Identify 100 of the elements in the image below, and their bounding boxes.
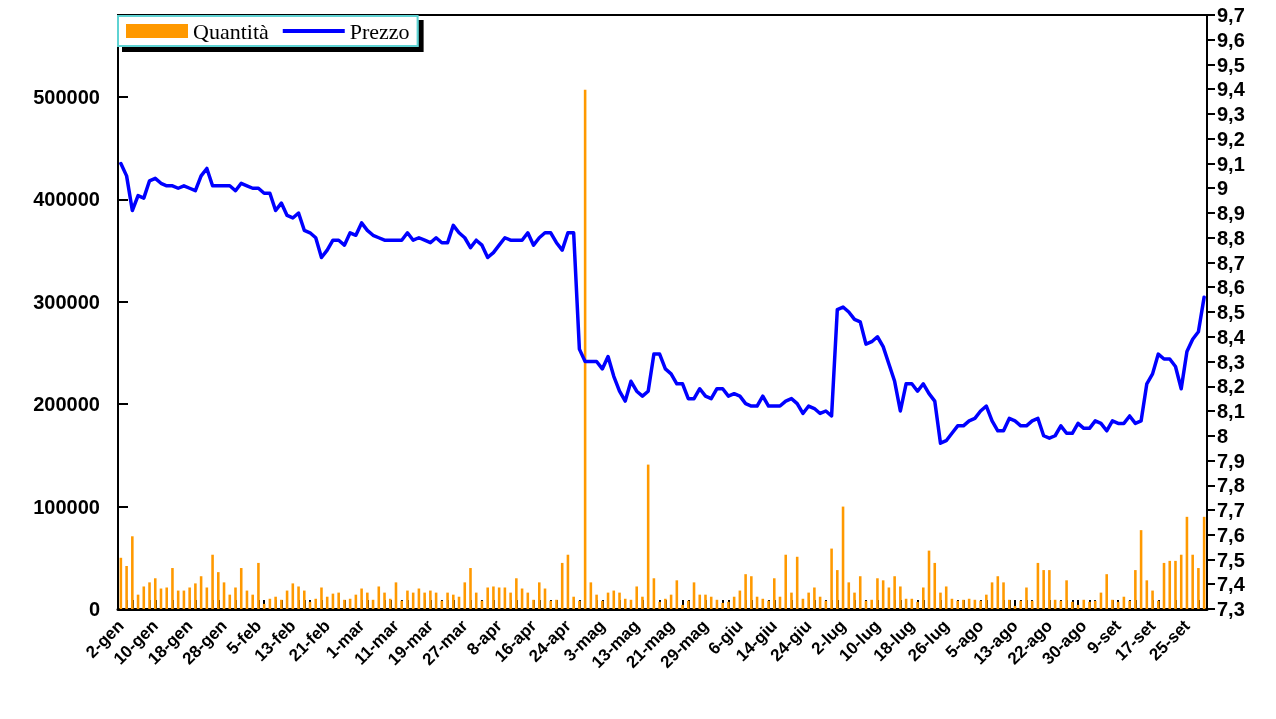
y2-tick-label: 8,4 [1217, 325, 1246, 348]
bar [847, 582, 851, 609]
bar [297, 586, 300, 609]
bar [463, 582, 467, 609]
bar [1174, 560, 1177, 609]
bar [612, 590, 616, 609]
bar [1025, 587, 1028, 609]
bar [452, 594, 455, 609]
y2-tick-label: 8,8 [1217, 226, 1245, 249]
bar [750, 576, 753, 609]
bar [744, 574, 747, 609]
bar [1048, 570, 1051, 609]
y2-tick-label: 7,9 [1217, 449, 1245, 472]
y2-tick-label: 8,6 [1217, 276, 1245, 299]
y-tick-label: 500000 [33, 85, 100, 108]
bar [131, 536, 134, 609]
bar [858, 576, 862, 609]
y-tick-label: 400000 [33, 188, 100, 211]
bar [618, 592, 621, 609]
y-tick-label: 300000 [33, 290, 100, 313]
bar [320, 587, 323, 609]
bar [302, 590, 306, 609]
bar [1191, 554, 1194, 609]
y2-tick-label: 9,4 [1217, 78, 1246, 101]
bar [148, 582, 151, 609]
y-tick-label: 100000 [33, 495, 100, 518]
legend-label: Prezzo [349, 18, 410, 44]
bar [377, 586, 381, 609]
y2-tick-label: 9,7 [1217, 4, 1245, 26]
y2-tick-label: 9,6 [1217, 28, 1245, 51]
bar [985, 594, 988, 609]
bar [474, 592, 478, 609]
bar [939, 592, 942, 609]
y-tick-label: 200000 [33, 393, 100, 416]
bar [486, 587, 489, 609]
bar [257, 562, 260, 609]
bar [165, 587, 169, 609]
bar [1197, 568, 1200, 609]
bar [211, 554, 214, 609]
bar [406, 590, 409, 609]
y2-tick-label: 8,9 [1217, 202, 1245, 224]
bar [515, 578, 518, 609]
bar [251, 594, 254, 609]
bar [239, 568, 243, 609]
y2-tick-label: 8,1 [1217, 400, 1245, 422]
bar [1105, 574, 1108, 609]
bar [366, 592, 369, 609]
bar [194, 583, 197, 609]
bar [469, 568, 472, 609]
y2-tick-label: 9 [1217, 177, 1229, 200]
bar [492, 586, 495, 609]
bar [1042, 570, 1045, 609]
y2-tick-label: 9,5 [1217, 53, 1245, 76]
legend-label: Quantità [193, 18, 269, 44]
bar [1168, 560, 1172, 609]
bar [228, 594, 232, 609]
y2-tick-label: 7,8 [1217, 474, 1245, 497]
bar [337, 592, 340, 609]
bar [153, 578, 157, 609]
bar [635, 586, 638, 609]
y2-tick-label: 7,3 [1217, 598, 1245, 620]
y2-tick-label: 9,2 [1217, 127, 1245, 150]
bar [784, 554, 788, 609]
y-tick-label: 0 [88, 598, 100, 620]
y2-tick-label: 7,7 [1217, 499, 1245, 521]
bar [429, 590, 432, 609]
bar [698, 594, 702, 609]
bar [836, 570, 839, 609]
bar [234, 587, 237, 609]
bar [813, 587, 816, 609]
bar [876, 578, 879, 609]
bar [893, 576, 896, 609]
bar [772, 578, 776, 609]
bar [933, 562, 937, 609]
bar [446, 592, 449, 609]
bar [383, 592, 386, 609]
bar [922, 587, 925, 609]
y2-tick-label: 8,2 [1217, 375, 1245, 398]
bar [509, 592, 512, 609]
bar [1002, 582, 1005, 609]
y2-tick-label: 7,5 [1217, 548, 1245, 571]
bar [681, 604, 684, 609]
bar [830, 548, 833, 609]
line-series [119, 161, 1206, 445]
bar [537, 582, 541, 609]
y2-tick-label: 9,3 [1217, 103, 1245, 125]
y2-tick-label: 8,3 [1217, 350, 1245, 373]
bar [125, 565, 128, 609]
bar [1151, 590, 1154, 609]
y2-tick-label: 8,7 [1217, 251, 1245, 274]
bar [188, 587, 191, 609]
y2-tick-label: 7,6 [1217, 523, 1245, 546]
bar [360, 588, 363, 609]
bar [171, 568, 174, 609]
bar [790, 592, 793, 609]
y2-tick-label: 9,1 [1217, 152, 1245, 175]
y2-tick-label: 8 [1217, 424, 1229, 447]
bar [217, 572, 220, 609]
bar [944, 586, 948, 609]
bar [1134, 570, 1137, 609]
